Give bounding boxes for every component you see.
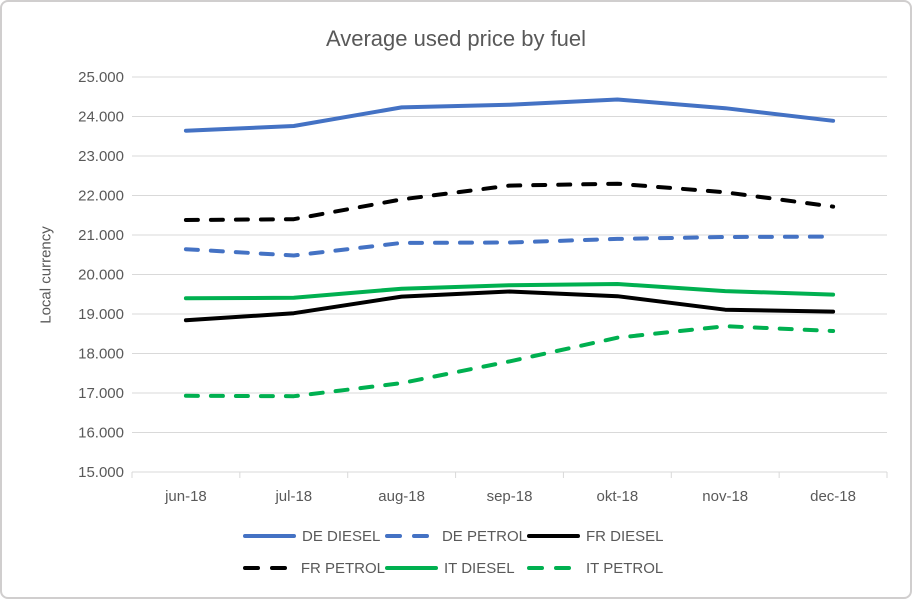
y-tick-label: 17.000 bbox=[78, 385, 124, 402]
y-tick-label: 16.000 bbox=[78, 425, 124, 442]
legend-row: DE DIESEL DE PETROL FR DIESEL bbox=[2, 520, 910, 552]
legend-label: IT PETROL bbox=[586, 559, 664, 577]
x-tick-label: okt-18 bbox=[597, 488, 639, 505]
y-tick-label: 20.000 bbox=[78, 267, 124, 284]
y-tick-label: 23.000 bbox=[78, 148, 124, 165]
legend-swatch-de-diesel bbox=[243, 534, 296, 538]
y-tick-label: 25.000 bbox=[78, 69, 124, 86]
legend-label: IT DIESEL bbox=[444, 559, 515, 577]
legend-swatch-fr-diesel bbox=[527, 534, 580, 538]
legend-swatch-it-petrol bbox=[527, 566, 580, 570]
legend-swatch-fr-petrol bbox=[243, 566, 295, 570]
y-tick-label: 24.000 bbox=[78, 109, 124, 126]
legend-label: DE DIESEL bbox=[302, 527, 381, 545]
x-tick-label: dec-18 bbox=[810, 488, 856, 505]
legend-swatch-de-petrol bbox=[385, 534, 436, 538]
series-line-fr-petrol bbox=[183, 181, 836, 222]
x-tick-label: jun-18 bbox=[164, 488, 207, 505]
series-line-it-diesel bbox=[183, 282, 836, 301]
series-line-it-petrol bbox=[183, 324, 836, 399]
series-line-de-diesel bbox=[183, 97, 836, 133]
plot-area: 15.000 16.000 17.000 18.000 19.000 20.000 21.0… bbox=[78, 69, 888, 505]
y-tick-label: 15.000 bbox=[78, 464, 124, 481]
series-line-fr-diesel bbox=[183, 289, 836, 323]
x-tick-label: sep-18 bbox=[487, 488, 533, 505]
legend-item-de-diesel: DE DIESEL bbox=[243, 528, 385, 545]
series-line-de-petrol bbox=[183, 234, 836, 258]
y-tick-label: 18.000 bbox=[78, 346, 124, 363]
y-tick-label: 19.000 bbox=[78, 306, 124, 323]
legend-item-fr-diesel: FR DIESEL bbox=[527, 528, 669, 545]
legend-item-it-petrol: IT PETROL bbox=[527, 560, 669, 577]
legend-label: FR PETROL bbox=[300, 559, 385, 577]
x-tick-label: aug-18 bbox=[378, 488, 425, 505]
x-tick-label: nov-18 bbox=[702, 488, 748, 505]
legend-label: DE PETROL bbox=[441, 527, 527, 545]
legend-label: FR DIESEL bbox=[586, 527, 664, 545]
y-tick-label: 21.000 bbox=[78, 227, 124, 244]
legend-item-it-diesel: IT DIESEL bbox=[385, 560, 527, 577]
legend-item-fr-petrol: FR PETROL bbox=[243, 560, 385, 577]
chart-title: Average used price by fuel bbox=[325, 26, 587, 51]
legend-row: FR PETROL IT DIESEL IT PETROL bbox=[2, 552, 910, 584]
legend-swatch-it-diesel bbox=[385, 566, 438, 570]
legend-item-de-petrol: DE PETROL bbox=[385, 528, 527, 545]
y-tick-label: 22.000 bbox=[78, 188, 124, 205]
legend: DE DIESEL DE PETROL FR DIESEL FR PETROL IT D… bbox=[2, 520, 910, 584]
x-tick-label: jul-18 bbox=[274, 488, 312, 505]
